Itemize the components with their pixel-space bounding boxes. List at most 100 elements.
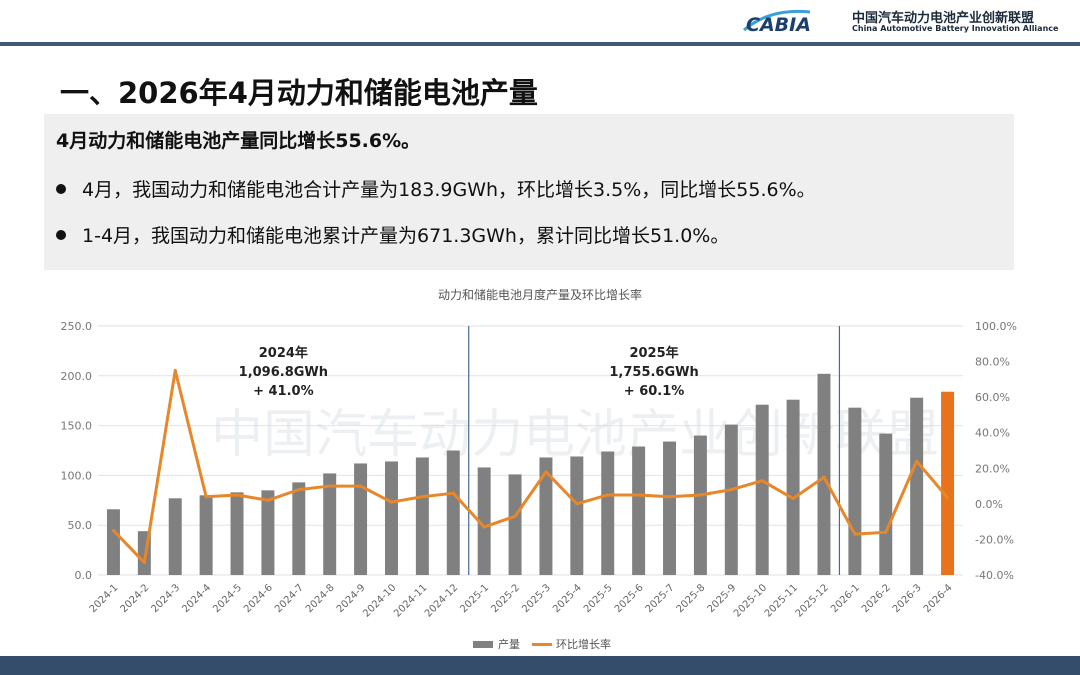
right-tick-label: 60.0% xyxy=(975,391,1010,404)
year-annotation: 1,755.6GWh xyxy=(609,365,698,380)
year-dividers xyxy=(468,326,841,575)
line-point xyxy=(791,497,795,501)
bar xyxy=(199,495,213,575)
x-tick-label: 2025-6 xyxy=(613,582,646,615)
summary-box xyxy=(44,114,1014,270)
bar xyxy=(230,492,244,575)
x-tick-label: 2025-12 xyxy=(794,582,831,619)
legend: 产量 环比增长率 xyxy=(473,637,611,651)
x-tick-label: 2024-4 xyxy=(180,582,213,615)
line-point xyxy=(111,529,115,533)
x-tick-label: 2026-1 xyxy=(829,582,862,615)
left-tick-label: 0.0 xyxy=(75,569,93,582)
bar xyxy=(941,391,955,575)
line-point xyxy=(760,479,764,483)
x-tick-label: 2024-3 xyxy=(149,582,182,615)
bullet-text: 1-4月，我国动力和储能电池累计产量为671.3GWh，累计同比增长51.0%。 xyxy=(82,225,730,247)
right-tick-label: 80.0% xyxy=(975,356,1010,369)
line-point xyxy=(915,459,919,463)
bar xyxy=(446,450,460,575)
right-tick-label: 100.0% xyxy=(975,320,1017,333)
x-tick-label: 2024-6 xyxy=(242,582,275,615)
line-series xyxy=(111,368,950,565)
footer-bar xyxy=(0,656,1080,675)
bar xyxy=(663,441,677,575)
bar xyxy=(601,451,615,575)
bar xyxy=(755,404,769,575)
line-point xyxy=(142,561,146,565)
bar xyxy=(817,373,831,575)
year-annotation: 2024年 xyxy=(259,345,308,361)
bar xyxy=(354,463,368,575)
logo-text: CABIA xyxy=(746,14,811,36)
line-point xyxy=(451,491,455,495)
header-divider xyxy=(0,42,1080,46)
left-tick-label: 100.0 xyxy=(61,469,93,482)
bar xyxy=(168,498,182,575)
right-tick-label: 20.0% xyxy=(975,462,1010,475)
line-point xyxy=(853,532,857,536)
bar-series xyxy=(106,373,955,575)
bar xyxy=(292,482,306,575)
bullet-dot-icon xyxy=(56,230,66,240)
right-tick-label: -40.0% xyxy=(975,569,1014,582)
cabia-logo: CABIA xyxy=(743,9,811,36)
year-annotation: + 60.1% xyxy=(624,384,685,399)
line-point xyxy=(729,488,733,492)
x-tick-label: 2024-12 xyxy=(423,582,460,619)
annotations: 2024年 1,096.8GWh + 41.0% 2025年 1,755.6GWh + 6… xyxy=(239,345,699,399)
bar xyxy=(477,467,491,575)
line-point xyxy=(173,368,177,372)
bar xyxy=(879,433,893,575)
x-tick-label: 2025-1 xyxy=(458,582,491,615)
mom-growth-line xyxy=(112,368,949,565)
x-tick-label: 2026-4 xyxy=(922,582,955,615)
year-annotation: 1,096.8GWh xyxy=(239,365,328,380)
bullet-dot-icon xyxy=(56,184,66,194)
bar xyxy=(848,407,862,575)
line-point xyxy=(359,484,363,488)
x-tick-label: 2026-2 xyxy=(860,582,893,615)
x-tick-label: 2026-3 xyxy=(891,582,924,615)
x-tick-label: 2025-2 xyxy=(489,582,522,615)
line-point xyxy=(884,530,888,534)
line-point xyxy=(235,493,239,497)
left-tick-label: 200.0 xyxy=(61,370,93,383)
bar xyxy=(570,456,584,575)
left-tick-label: 150.0 xyxy=(61,420,93,433)
x-tick-label: 2025-4 xyxy=(551,582,584,615)
bar xyxy=(384,461,398,575)
line-point xyxy=(822,475,826,479)
line-point xyxy=(637,493,641,497)
summary-headline: 4月动力和储能电池产量同比增长55.6%。 xyxy=(56,130,421,152)
line-point xyxy=(420,495,424,499)
line-point xyxy=(668,495,672,499)
x-tick-label: 2024-2 xyxy=(119,582,152,615)
line-point xyxy=(266,498,270,502)
line-point xyxy=(575,502,579,506)
legend-label: 产量 xyxy=(498,637,520,651)
chart-title: 动力和储能电池月度产量及环比增长率 xyxy=(438,287,642,302)
line-point xyxy=(297,488,301,492)
x-tick-label: 2024-5 xyxy=(211,582,244,615)
line-point xyxy=(698,493,702,497)
line-point xyxy=(482,525,486,529)
x-tick-label: 2025-7 xyxy=(644,582,677,615)
line-point xyxy=(544,470,548,474)
bar xyxy=(261,490,275,575)
x-tick-label: 2024-7 xyxy=(273,582,306,615)
x-tick-label: 2024-1 xyxy=(88,582,121,615)
x-tick-label: 2025-5 xyxy=(582,582,615,615)
bar xyxy=(910,397,924,575)
header-bar xyxy=(0,0,1080,42)
line-point xyxy=(513,514,517,518)
bar xyxy=(106,509,120,575)
left-tick-label: 50.0 xyxy=(68,519,93,532)
summary-bullet: 4月，我国动力和储能电池合计产量为183.9GWh，环比增长3.5%，同比增长5… xyxy=(56,175,816,202)
org-name-en: China Automotive Battery Innovation Alli… xyxy=(852,24,1059,33)
production-chart: 动力和储能电池月度产量及环比增长率 中国汽车动力电池产业创新联盟 0.050.0… xyxy=(61,287,1017,651)
year-annotation: + 41.0% xyxy=(253,384,314,399)
right-tick-label: 40.0% xyxy=(975,427,1010,440)
right-tick-label: -20.0% xyxy=(975,533,1014,546)
bar xyxy=(508,474,522,575)
